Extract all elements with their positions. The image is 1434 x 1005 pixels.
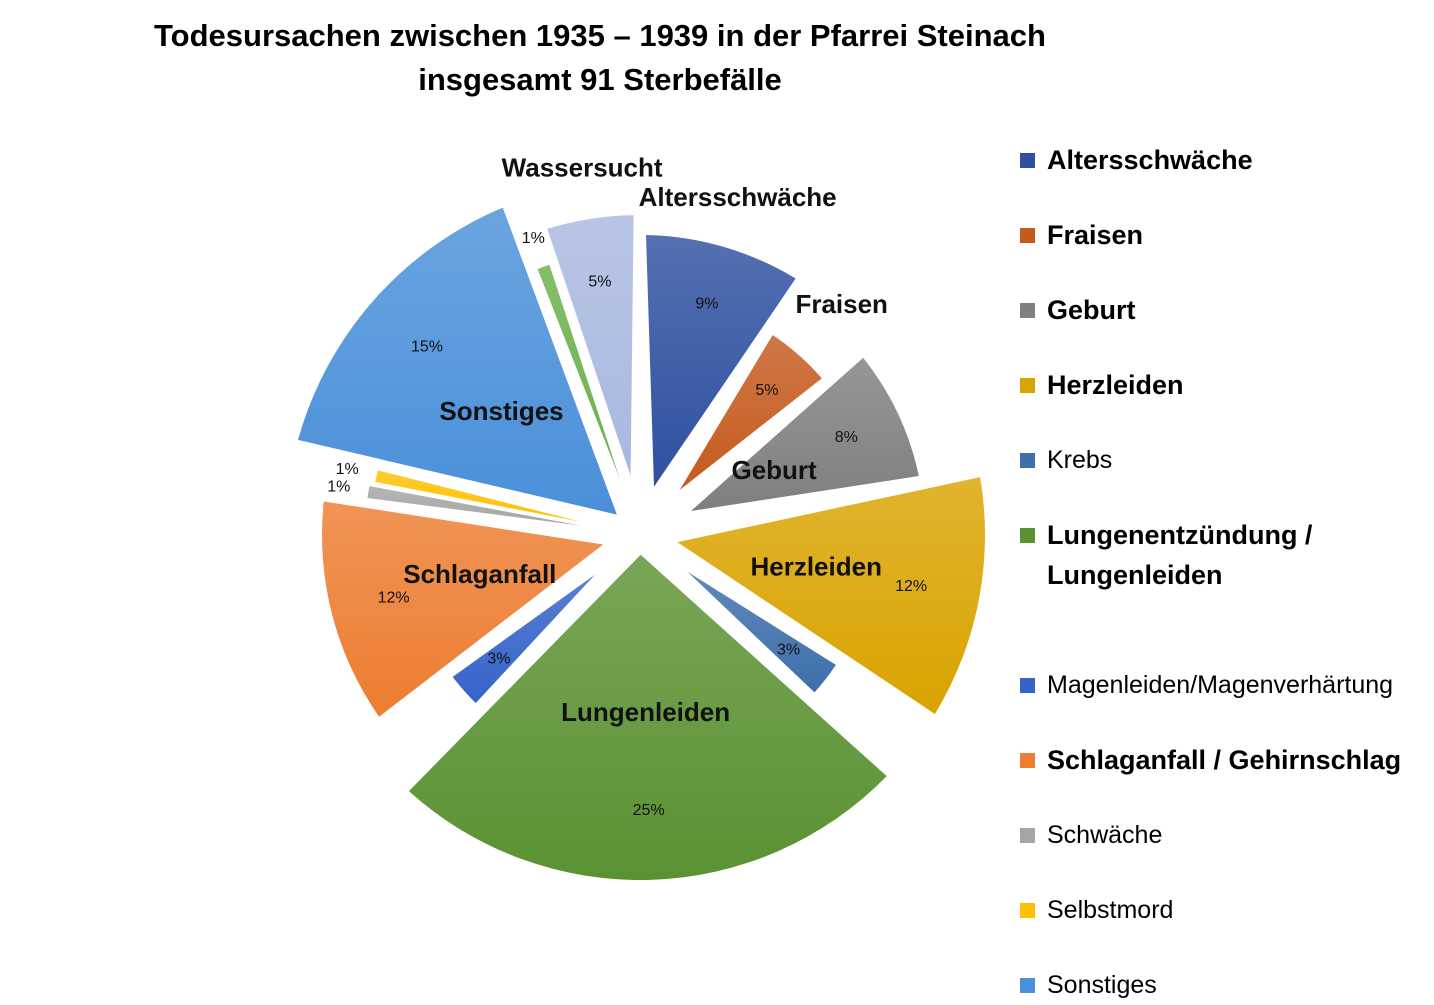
category-label-lungenleiden: Lungenleiden xyxy=(561,697,730,727)
legend-swatch xyxy=(1020,303,1035,318)
legend-item-geburt: Geburt xyxy=(1020,290,1136,330)
data-label-lungenentz-ndung-lungenleiden: 25% xyxy=(633,802,665,819)
chart-title-line-2: insgesamt 91 Sterbefälle xyxy=(418,62,782,97)
legend-swatch xyxy=(1020,153,1035,168)
category-label-herzleiden: Herzleiden xyxy=(750,551,882,581)
legend-item-altersschw-che: Altersschwäche xyxy=(1020,140,1253,180)
legend-swatch xyxy=(1020,228,1035,243)
pie-slice-herzleiden xyxy=(677,477,985,714)
chart-title: Todesursachen zwischen 1935 – 1939 in de… xyxy=(0,14,1200,102)
legend-swatch xyxy=(1020,978,1035,993)
legend-item-magenleiden-magenverh-rtung: Magenleiden/Magenverhärtung xyxy=(1020,665,1393,705)
legend-swatch xyxy=(1020,678,1035,693)
legend-label: Sonstiges xyxy=(1047,971,1157,999)
category-label-wassersucht: Wassersucht xyxy=(502,152,663,182)
pie-slice-selbstmord xyxy=(375,470,582,522)
pie-slice-altersschw-che xyxy=(645,235,796,487)
legend-item-lungenentz-ndung-lungenleiden: Lungenentzündung / Lungenleiden xyxy=(1020,515,1312,595)
pie-labels: 9% Altersschwäche 5% Fraisen 8% Geburt 12% Herz… xyxy=(327,152,927,819)
category-label-altersschw-che: Altersschwäche xyxy=(639,182,837,212)
legend-swatch xyxy=(1020,528,1035,543)
legend-label: Altersschwäche xyxy=(1047,145,1253,175)
pie-slice-fraisen xyxy=(679,334,822,490)
legend-item-schlaganfall-gehirnschlag: Schlaganfall / Gehirnschlag xyxy=(1020,740,1401,780)
legend-swatch xyxy=(1020,378,1035,393)
data-label-wassersucht: 5% xyxy=(588,273,611,290)
category-label-schlaganfall: Schlaganfall xyxy=(403,559,556,589)
data-label-herzleiden: 12% xyxy=(895,578,927,595)
legend-item-schw-che: Schwäche xyxy=(1020,815,1162,855)
data-label-altersschw-che: 9% xyxy=(695,296,718,313)
legend-item-herzleiden: Herzleiden xyxy=(1020,365,1184,405)
pie-slice-schw-che xyxy=(367,486,581,526)
data-label-krebs: 3% xyxy=(777,641,800,658)
category-label-fraisen: Fraisen xyxy=(795,289,888,319)
data-label-geburt: 8% xyxy=(835,429,858,446)
pie-slice-magenleiden-magenverh-rtung xyxy=(452,574,595,704)
pie-slice-slice-11 xyxy=(537,264,620,479)
legend-swatch xyxy=(1020,453,1035,468)
pie-slice-wassersucht xyxy=(547,215,634,476)
legend-label: Schlaganfall / Gehirnschlag xyxy=(1047,745,1402,775)
data-label-schlaganfall-gehirnschlag: 12% xyxy=(378,589,410,606)
data-label-sonstiges: 15% xyxy=(411,338,443,355)
data-label-selbstmord: 1% xyxy=(336,461,359,478)
legend-label: Fraisen xyxy=(1047,220,1144,250)
chart-title-line-1: Todesursachen zwischen 1935 – 1939 in de… xyxy=(154,18,1046,53)
legend-label: Lungenentzündung / Lungenleiden xyxy=(1047,520,1313,590)
pie-slice-krebs xyxy=(687,571,836,693)
category-label-geburt: Geburt xyxy=(731,455,817,485)
data-label-slice-11: 1% xyxy=(522,230,545,247)
legend-item-krebs: Krebs xyxy=(1020,440,1112,480)
legend-label: Geburt xyxy=(1047,295,1136,325)
legend-label: Herzleiden xyxy=(1047,370,1184,400)
legend-swatch xyxy=(1020,903,1035,918)
legend-label: Selbstmord xyxy=(1047,896,1174,924)
pie-slice-sonstiges xyxy=(297,207,617,515)
pie-slice-geburt xyxy=(690,357,919,512)
pie-slices xyxy=(297,207,985,881)
data-label-magenleiden-magenverh-rtung: 3% xyxy=(487,651,510,668)
legend-swatch xyxy=(1020,753,1035,768)
category-label-sonstiges: Sonstiges xyxy=(439,396,563,426)
legend-label: Schwäche xyxy=(1047,821,1163,849)
legend-swatch xyxy=(1020,828,1035,843)
legend-item-sonstiges: Sonstiges xyxy=(1020,965,1157,1005)
pie-slice-lungenentz-ndung-lungenleiden xyxy=(408,554,887,881)
legend-item-selbstmord: Selbstmord xyxy=(1020,890,1173,930)
pie-chart: 9% Altersschwäche 5% Fraisen 8% Geburt 12% Herz… xyxy=(297,152,985,881)
legend-item-fraisen: Fraisen xyxy=(1020,215,1143,255)
legend-label: Krebs xyxy=(1047,446,1113,474)
pie-slice-schlaganfall-gehirnschlag xyxy=(322,501,604,717)
legend-label: Magenleiden/Magenverhärtung xyxy=(1047,671,1394,699)
data-label-schw-che: 1% xyxy=(327,479,350,496)
data-label-fraisen: 5% xyxy=(755,382,778,399)
